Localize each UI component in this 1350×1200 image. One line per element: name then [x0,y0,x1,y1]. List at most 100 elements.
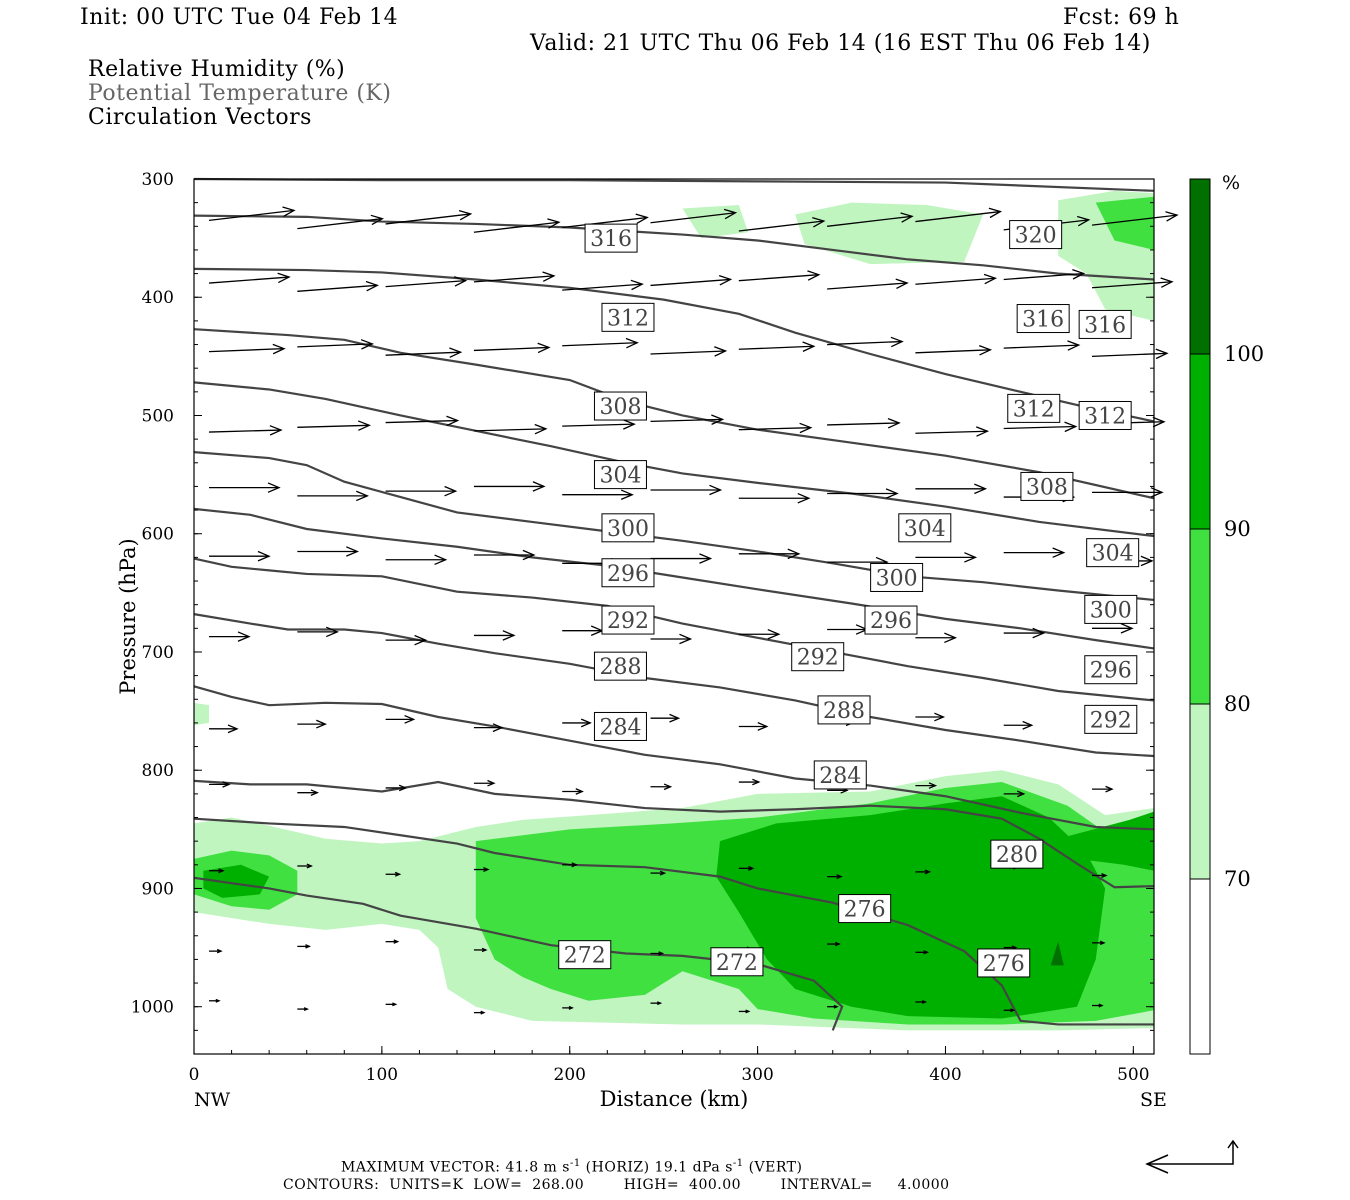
vector-arrow-head [807,270,821,281]
vector-arrow-head [974,483,988,495]
contour-label-box [1078,309,1132,339]
contour-label-box [593,460,647,490]
vector-arrow-head [580,718,592,728]
vector-arrow-head [1098,1003,1104,1008]
vector-arrow-head [1099,940,1106,946]
vector-arrow-head [752,778,761,786]
contour-label-box [1084,704,1138,734]
vector-arrow-head [481,947,488,953]
vector-arrow-head [834,941,841,947]
vector-arrow-head [1150,487,1164,498]
contour-label-box [977,948,1031,978]
contour-label: 288 [823,699,865,724]
contour-label-box [864,605,918,635]
contour-label-box [813,760,867,790]
rh-region-80-upper [1095,196,1154,250]
rh-shading [194,190,1154,1031]
colorbar-segment [1189,878,1211,1055]
colorbar: 100 90 80 70% [1189,172,1264,1055]
contour-label: 312 [607,306,649,331]
rh-region-90-se [1058,811,1154,871]
contour-label-box [601,558,655,588]
vector-arrow [385,351,461,356]
axes: 0 100 200 300 400 500 300 400 500 600 700 800 900 100… [116,170,1167,1111]
vector-arrow-head [658,951,665,956]
vector-arrow [473,346,549,352]
vector-arrow [385,419,458,424]
vector-arrow-head [1067,340,1081,351]
contour-label: 296 [870,609,912,634]
vector-arrow-head [454,276,468,287]
vector-arrow-head [1052,547,1066,558]
vector-arrow-head [1152,416,1166,428]
vector-arrow [738,345,814,350]
vector-arrow [1091,352,1168,358]
contour-label: 320 [1015,224,1057,249]
theta-contour-288 [193,613,1155,758]
vector-arrow-head [934,712,946,722]
vector-arrow-head [944,632,958,644]
vector-arrow-head [571,862,578,868]
contour-label-box [1007,393,1061,423]
vector-arrow [297,424,370,428]
vector-arrow-head [483,867,490,873]
vector-arrow-head [1140,555,1154,567]
contour-label: 272 [716,951,758,976]
y-tick-label: 400 [142,288,174,308]
vector-arrow [650,278,731,287]
theta-contour-276 [193,817,1154,1026]
vector-arrow [209,429,282,433]
vector-arrow-head [625,337,639,349]
vector-arrow-head [620,489,634,500]
field-rh: Relative Humidity (%) [88,57,346,82]
contour-label: 308 [599,395,641,420]
vector-arrow-head [492,723,504,733]
footer-contours: CONTOURS: UNITS=K LOW= 268.00 HIGH= 400.… [283,1177,950,1193]
vector-arrow-head [356,490,369,502]
vector-arrow [827,282,908,290]
colorbar-segment [1189,353,1211,530]
contour-label: 316 [1084,313,1126,338]
vector-arrow-head [542,271,556,282]
vector-arrow-head [767,628,781,640]
contour-label: 304 [904,517,946,542]
vector-arrow-head [895,278,909,290]
vector-arrow-head [836,874,843,880]
vector-arrow-head [1072,269,1086,280]
contour-label-box [791,642,845,672]
vector-arrow-head [679,633,693,645]
valid-time: Valid: 21 UTC Thu 06 Feb 14 (16 EST Thu … [530,31,1151,56]
vector-arrow-head [316,719,327,729]
y-tick-label: 900 [142,879,174,899]
contour-label-box [601,302,655,332]
vector-arrow-head [532,481,546,492]
vector-arrow-head [237,631,251,642]
vector-arrow [650,418,723,423]
contour-label: 300 [1090,598,1132,623]
vector-arrow-head [414,634,428,646]
vector-arrow-head [458,209,473,221]
contour-label: 296 [607,562,649,587]
contour-label: 284 [819,764,861,789]
vector-arrow [650,350,726,355]
contour-label: 292 [1090,708,1132,733]
contour-label-box [817,695,871,725]
vector-arrow-head [797,492,811,504]
contour-label: 316 [590,227,632,252]
vector-arrow [915,349,991,354]
vector-arrow-head [303,1007,309,1012]
vector-arrow [562,216,648,229]
contour-label-box [1084,594,1138,624]
vector-arrow-head [326,626,339,638]
y-axis-label: Pressure (hPa) [116,538,140,694]
vector-arrow [1003,272,1084,281]
y-tick-label: 800 [142,761,174,781]
vector-arrow [738,220,824,232]
vector-arrow [562,342,638,347]
x-tick-label: 200 [554,1065,586,1085]
vector-arrow [297,218,383,230]
vector-arrow [915,210,1001,223]
vector-arrow-head [216,948,223,954]
vector-arrow-head [622,419,636,430]
vector-arrow [208,209,295,222]
